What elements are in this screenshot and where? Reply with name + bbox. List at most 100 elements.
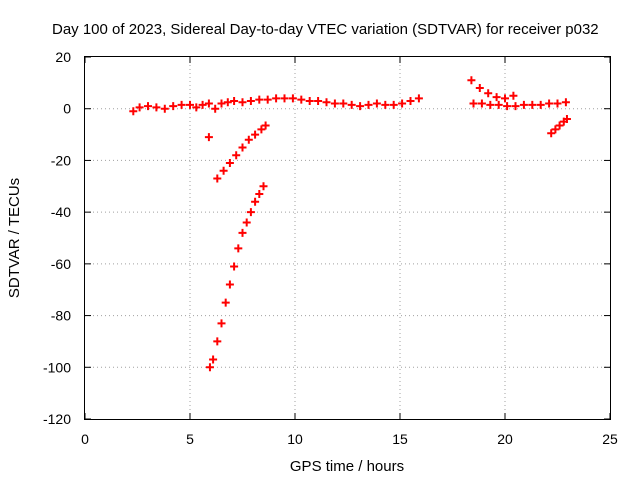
- data-point: [280, 94, 289, 103]
- data-point: [347, 100, 356, 109]
- data-point: [501, 94, 509, 103]
- x-tick-label: 0: [81, 431, 89, 447]
- x-tick-label: 25: [602, 431, 618, 447]
- data-point: [242, 218, 251, 227]
- series-early-dip: [213, 121, 270, 183]
- y-tick-label: -120: [43, 411, 71, 427]
- x-axis-label: GPS time / hours: [290, 458, 404, 475]
- data-point: [169, 102, 178, 111]
- series-deep-dip: [205, 182, 268, 372]
- data-point: [288, 94, 297, 103]
- data-point: [492, 93, 501, 102]
- data-point: [314, 96, 323, 105]
- data-point: [232, 151, 241, 160]
- data-point: [230, 96, 239, 105]
- data-point: [225, 280, 234, 289]
- data-point: [297, 95, 306, 104]
- data-point: [547, 129, 556, 138]
- data-point: [259, 182, 268, 191]
- data-point: [160, 104, 169, 113]
- data-point: [213, 337, 222, 346]
- data-point: [198, 100, 207, 109]
- data-point: [511, 102, 520, 111]
- data-point: [263, 95, 272, 104]
- y-tick-label: -40: [51, 204, 71, 220]
- data-point: [192, 103, 201, 112]
- data-point: [305, 96, 314, 105]
- data-point: [339, 99, 348, 108]
- data-point: [272, 94, 281, 103]
- data-point: [553, 99, 562, 108]
- data-point: [223, 98, 232, 107]
- y-tick-label: -100: [43, 359, 71, 375]
- data-point: [545, 99, 554, 108]
- data-point: [177, 100, 186, 109]
- y-tick-label: -80: [51, 308, 71, 324]
- data-point: [469, 99, 478, 108]
- data-point: [562, 115, 571, 124]
- data-point: [356, 102, 365, 111]
- data-point: [234, 244, 243, 253]
- data-point: [213, 174, 222, 183]
- data-point: [503, 102, 512, 111]
- series-late-evening-excursion: [467, 76, 518, 103]
- data-point: [528, 100, 537, 109]
- data-point: [322, 98, 331, 107]
- data-point: [484, 89, 493, 98]
- data-point: [217, 99, 226, 108]
- data-point: [389, 100, 398, 109]
- plot-frame: [84, 56, 611, 420]
- data-point: [257, 125, 266, 134]
- data-point: [477, 99, 486, 108]
- data-point: [211, 104, 220, 113]
- x-tick-label: 20: [497, 431, 513, 447]
- chart-title: Day 100 of 2023, Sidereal Day-to-day VTE…: [52, 21, 599, 38]
- x-tick-label: 10: [287, 431, 303, 447]
- data-point: [209, 355, 218, 364]
- data-point: [406, 96, 415, 105]
- data-point: [372, 99, 381, 108]
- x-tick-label: 5: [186, 431, 194, 447]
- data-point: [467, 76, 476, 85]
- data-point: [475, 84, 484, 93]
- series-isolated-point: [204, 133, 213, 142]
- data-point: [398, 99, 407, 108]
- x-axis: 0 5 10 15 20 25: [81, 57, 618, 447]
- data-point: [186, 100, 194, 109]
- data-point: [414, 94, 423, 103]
- data-point: [221, 298, 230, 307]
- data-point: [255, 190, 264, 199]
- data-point: [238, 98, 247, 107]
- data-point: [509, 91, 518, 100]
- data-point: [486, 100, 495, 109]
- data-point: [219, 166, 228, 175]
- data-point: [225, 159, 234, 168]
- x-tick-label: 15: [392, 431, 408, 447]
- data-point: [261, 121, 270, 130]
- data-points: [129, 76, 571, 372]
- data-point: [251, 197, 260, 206]
- data-point: [536, 100, 545, 109]
- data-point: [135, 103, 144, 112]
- data-point: [205, 363, 214, 372]
- data-point: [255, 95, 264, 104]
- data-point: [238, 143, 247, 152]
- series-late-dip: [547, 115, 571, 138]
- y-axis-label: SDTVAR / TECUs: [6, 178, 23, 298]
- series-near-zero-band: [129, 94, 570, 116]
- data-point: [561, 98, 570, 107]
- data-point: [244, 135, 253, 144]
- data-point: [246, 96, 255, 105]
- data-point: [519, 100, 528, 109]
- y-axis: -120 -100 -80 -60 -40 -20 0 20: [43, 49, 610, 427]
- data-point: [204, 99, 213, 108]
- data-point: [238, 228, 247, 237]
- y-tick-label: 20: [55, 49, 71, 65]
- grid: [85, 57, 610, 419]
- data-point: [217, 319, 226, 328]
- y-tick-label: -20: [51, 152, 71, 168]
- data-point: [152, 103, 161, 112]
- data-point: [364, 100, 373, 109]
- data-point: [204, 133, 213, 142]
